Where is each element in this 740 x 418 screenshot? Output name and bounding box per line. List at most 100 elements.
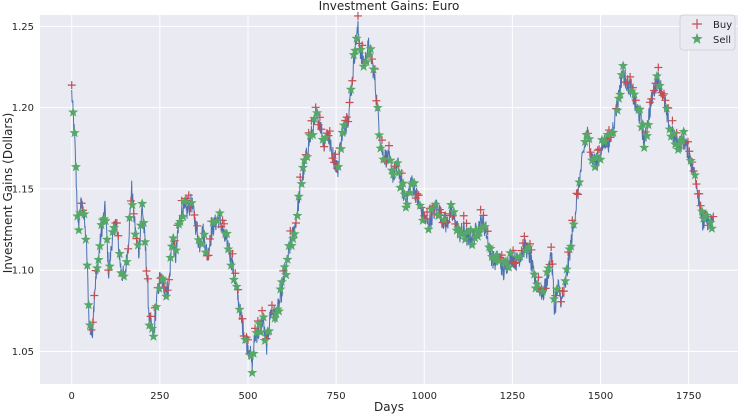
buy-marker	[413, 189, 422, 198]
buy-marker	[709, 212, 718, 221]
sell-marker	[385, 155, 396, 165]
sell-marker	[70, 161, 81, 172]
sell-marker	[474, 227, 485, 238]
sell-marker	[486, 251, 497, 262]
x-tick-labels: 0 250 500 750 1000 1250 1500 1750	[69, 391, 702, 402]
sell-marker	[196, 238, 207, 249]
sell-marker	[137, 198, 148, 208]
sell-marker	[99, 213, 110, 224]
buy-marker	[661, 96, 670, 105]
sell-marker	[109, 222, 120, 233]
sell-marker	[73, 224, 84, 235]
sell-marker	[337, 127, 348, 137]
sell-marker	[654, 80, 665, 90]
sell-marker	[446, 199, 457, 210]
sell-marker	[127, 199, 138, 210]
buy-marker	[204, 251, 213, 260]
sell-marker	[258, 311, 269, 322]
buy-marker	[462, 219, 471, 228]
buy-marker	[317, 125, 326, 134]
sell-marker	[350, 45, 361, 55]
sell-marker	[272, 304, 283, 314]
legend-sell-marker	[691, 33, 703, 44]
sell-marker	[409, 177, 420, 188]
sell-marker	[279, 261, 290, 272]
sell-marker	[596, 134, 607, 145]
sell-marker	[608, 127, 619, 137]
sell-marker	[133, 240, 143, 250]
sell-marker	[274, 306, 285, 316]
x-tick-label: 500	[238, 391, 257, 402]
sell-marker	[515, 251, 526, 261]
sell-marker	[264, 325, 275, 336]
buy-marker	[348, 76, 357, 85]
buy-marker	[353, 11, 362, 20]
sell-marker	[211, 215, 222, 226]
sell-marker	[83, 299, 94, 310]
buy-marker	[459, 211, 468, 220]
buy-marker	[286, 226, 295, 235]
x-tick-label: 250	[150, 391, 169, 402]
sell-marker	[505, 247, 516, 258]
sell-marker	[426, 204, 437, 214]
sell-marker	[296, 178, 307, 189]
x-tick-label: 1000	[412, 391, 437, 402]
sell-marker	[639, 142, 650, 152]
sell-marker	[69, 127, 80, 138]
buy-marker	[695, 189, 704, 198]
sell-marker	[599, 136, 610, 146]
sell-marker	[248, 348, 259, 358]
sell-marker	[479, 221, 490, 232]
sell-marker	[580, 136, 590, 147]
sell-marker	[430, 199, 441, 209]
sell-marker	[402, 199, 413, 209]
sell-marker	[467, 239, 478, 250]
sell-marker	[345, 84, 356, 94]
sell-marker	[484, 241, 495, 252]
sell-marker	[365, 43, 376, 54]
sell-marker	[685, 155, 696, 165]
sell-marker	[485, 243, 496, 253]
sell-marker	[589, 161, 600, 172]
sell-marker	[179, 196, 190, 206]
buy-marker	[659, 89, 668, 98]
sell-marker	[275, 284, 286, 294]
sell-marker	[375, 143, 386, 153]
buy-marker	[631, 96, 640, 105]
buy-marker	[696, 201, 705, 210]
sell-marker	[135, 220, 146, 230]
sell-marker	[457, 228, 468, 238]
sell-marker	[234, 304, 245, 314]
sell-marker	[386, 165, 397, 175]
sell-marker	[661, 103, 672, 113]
legend-buy-marker	[692, 19, 702, 29]
sell-marker	[591, 152, 602, 163]
sell-marker	[643, 119, 654, 130]
sell-marker	[94, 240, 105, 251]
sell-marker	[595, 154, 606, 164]
buy-marker	[330, 158, 339, 167]
buy-marker	[267, 301, 276, 310]
buy-marker	[683, 137, 692, 146]
sell-marker	[462, 226, 473, 237]
buy-marker	[586, 148, 595, 157]
sell-marker	[100, 215, 111, 226]
sell-marker	[503, 262, 514, 272]
sell-marker	[79, 208, 90, 219]
sell-marker	[309, 113, 320, 124]
sell-marker	[613, 93, 624, 103]
sell-marker	[529, 269, 540, 279]
sell-markers	[68, 33, 717, 378]
sell-marker	[259, 335, 270, 345]
y-tick-label: 1.25	[12, 22, 34, 33]
sell-marker	[581, 129, 592, 140]
sell-marker	[543, 263, 554, 273]
legend-sell-label: Sell	[713, 35, 731, 46]
sell-marker	[615, 89, 626, 99]
sell-marker	[368, 64, 379, 74]
sell-marker	[666, 131, 677, 141]
sell-marker	[240, 334, 251, 344]
sell-marker	[612, 105, 623, 115]
sell-marker	[292, 210, 303, 220]
